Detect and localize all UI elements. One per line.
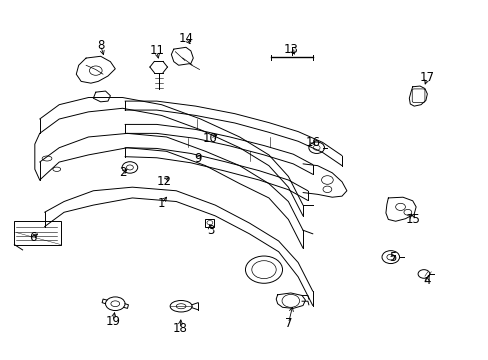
Text: 2: 2 bbox=[119, 166, 126, 179]
Text: 9: 9 bbox=[194, 152, 202, 165]
Text: 18: 18 bbox=[172, 322, 187, 335]
Text: 1: 1 bbox=[158, 197, 165, 210]
Text: 10: 10 bbox=[203, 132, 217, 145]
Text: 14: 14 bbox=[178, 32, 193, 45]
Text: 16: 16 bbox=[305, 136, 320, 149]
Text: 7: 7 bbox=[284, 317, 291, 330]
Bar bbox=[14, 221, 61, 244]
Text: 12: 12 bbox=[156, 175, 171, 188]
Text: 13: 13 bbox=[283, 42, 298, 55]
Text: 15: 15 bbox=[405, 213, 419, 226]
Text: 6: 6 bbox=[29, 231, 36, 244]
Text: 8: 8 bbox=[97, 39, 104, 52]
Text: 4: 4 bbox=[423, 274, 430, 287]
Text: 19: 19 bbox=[105, 315, 120, 328]
Text: 3: 3 bbox=[206, 224, 214, 237]
Text: 17: 17 bbox=[419, 71, 434, 84]
Bar bbox=[205, 219, 214, 226]
Text: 11: 11 bbox=[149, 44, 164, 57]
Text: 5: 5 bbox=[389, 251, 396, 264]
